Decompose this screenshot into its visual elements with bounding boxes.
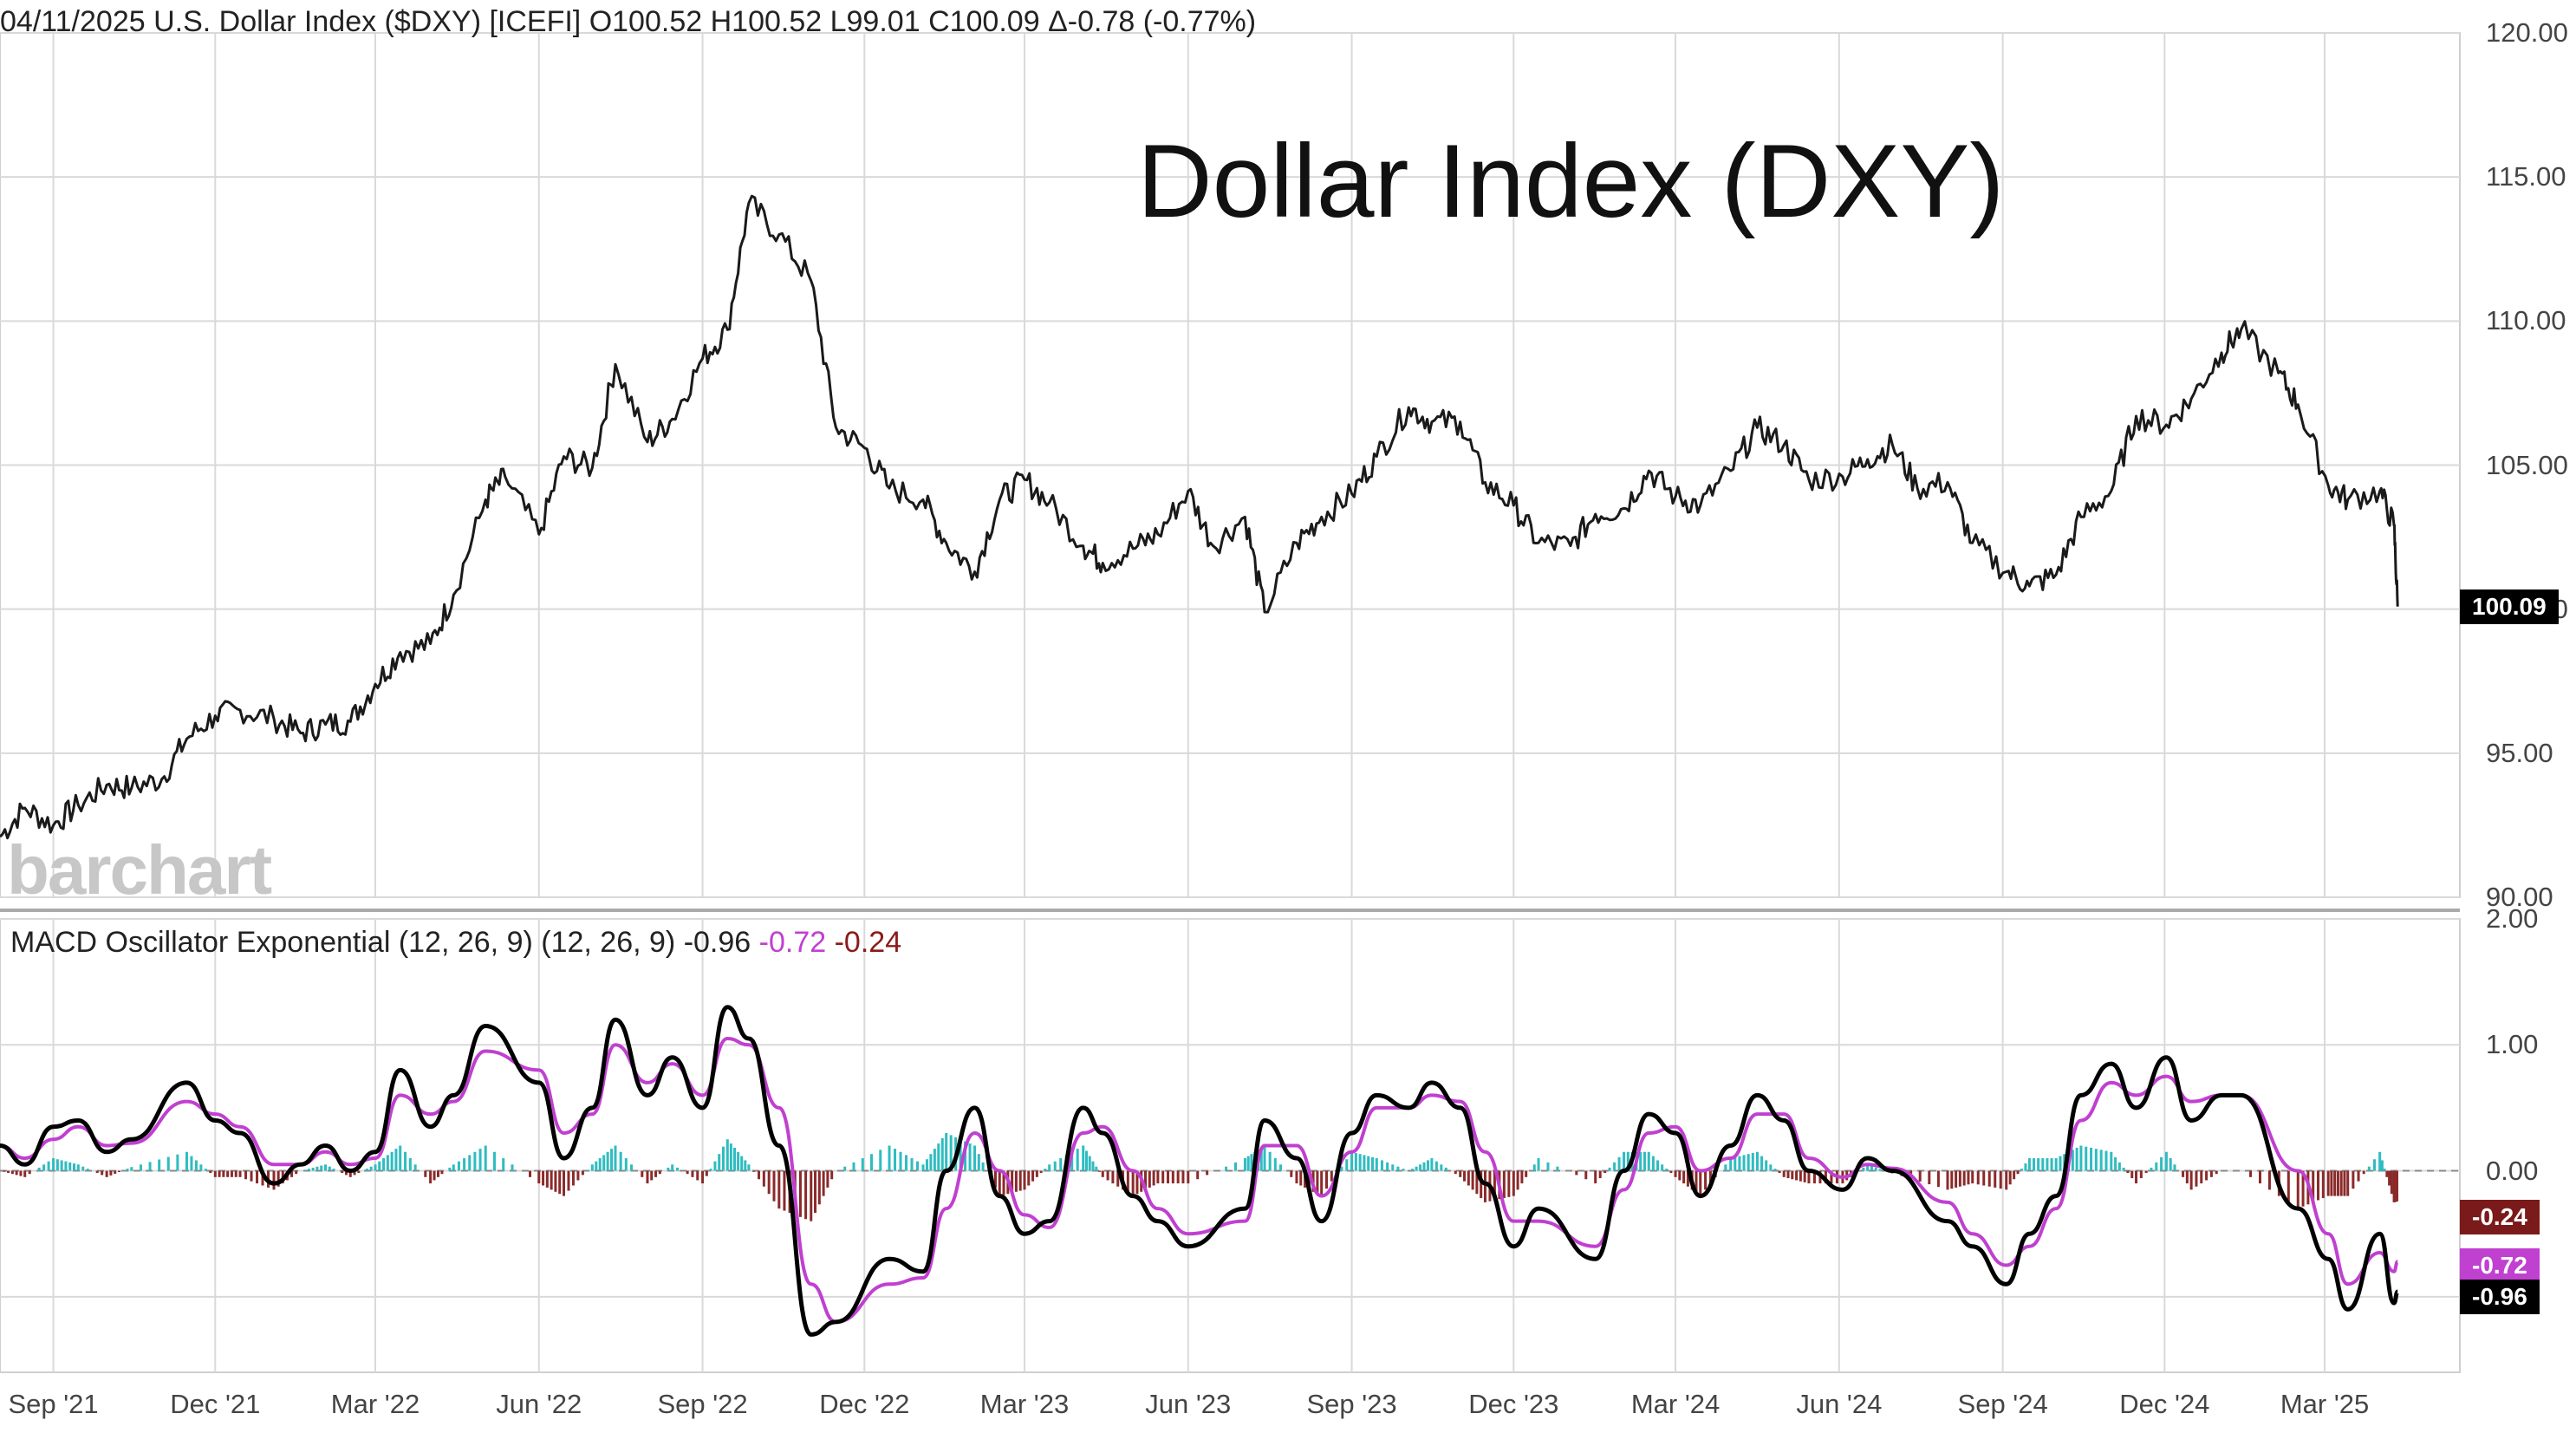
- x-tick-label: Sep '22: [657, 1389, 748, 1419]
- x-tick-label: Dec '22: [819, 1389, 910, 1419]
- x-tick-label: Mar '24: [1630, 1389, 1721, 1419]
- last-price-tag: 100.09: [2460, 589, 2559, 624]
- macd-panel-frame: [0, 918, 2461, 1373]
- macd-y-tick-label: 0.00: [2486, 1155, 2539, 1186]
- price-y-tick-label: 95.00: [2486, 737, 2553, 768]
- x-tick-label: Mar '25: [2280, 1389, 2370, 1419]
- dxy-price-line: [0, 194, 2399, 840]
- price-y-tick-label: 110.00: [2486, 305, 2566, 336]
- x-tick-label: Dec '21: [170, 1389, 261, 1419]
- histogram-value: -0.24: [834, 926, 902, 959]
- annotation-title: Dollar Index (DXY): [1137, 123, 2005, 239]
- barchart-watermark: barchart: [7, 831, 272, 909]
- x-tick-label: Sep '23: [1306, 1389, 1397, 1419]
- header-close: C100.09: [928, 5, 1040, 38]
- x-tick-label: Sep '24: [1957, 1389, 2048, 1419]
- price-y-tick-label: 115.00: [2486, 161, 2566, 192]
- price-y-tick-label: 105.00: [2486, 449, 2568, 480]
- price-y-tick-label: 90.00: [2486, 882, 2553, 912]
- x-tick-label: Dec '23: [1468, 1389, 1559, 1419]
- header-change: Δ-0.78 (-0.77%): [1048, 5, 1257, 38]
- x-tick-label: Jun '22: [496, 1389, 582, 1419]
- header-low: L99.01: [829, 5, 920, 38]
- macd-value: -0.96: [683, 926, 751, 959]
- signal-value: -0.72: [758, 926, 827, 959]
- x-tick-label: Mar '23: [979, 1389, 1070, 1419]
- macd-y-tick-label: 1.00: [2486, 1029, 2539, 1060]
- macd-name: MACD Oscillator Exponential (12, 26, 9): [10, 926, 533, 959]
- signal-line: [0, 1037, 2399, 1324]
- x-tick-label: Dec '24: [2119, 1389, 2210, 1419]
- signal-tag: -0.72: [2460, 1248, 2540, 1283]
- header-high: H100.52: [710, 5, 823, 38]
- header-open: O100.52: [589, 5, 703, 38]
- x-tick-label: Sep '21: [8, 1389, 99, 1419]
- header-date: 04/11/2025: [0, 5, 146, 38]
- macd-tag: -0.96: [2460, 1280, 2540, 1314]
- x-tick-label: Mar '22: [330, 1389, 420, 1419]
- price-y-tick-label: 120.00: [2486, 17, 2568, 48]
- macd-line: [0, 1005, 2400, 1337]
- macd-header: MACD Oscillator Exponential (12, 26, 9) …: [10, 926, 901, 960]
- x-tick-label: Jun '23: [1145, 1389, 1232, 1419]
- x-tick-label: Jun '24: [1796, 1389, 1883, 1419]
- header-instrument: U.S. Dollar Index ($DXY) [ICEFI]: [153, 5, 582, 38]
- macd-y-tick-label: 2.00: [2486, 903, 2539, 934]
- histogram-tag: -0.24: [2460, 1200, 2540, 1234]
- price-header: 04/11/2025 U.S. Dollar Index ($DXY) [ICE…: [0, 5, 1256, 39]
- macd-params: (12, 26, 9): [541, 926, 676, 959]
